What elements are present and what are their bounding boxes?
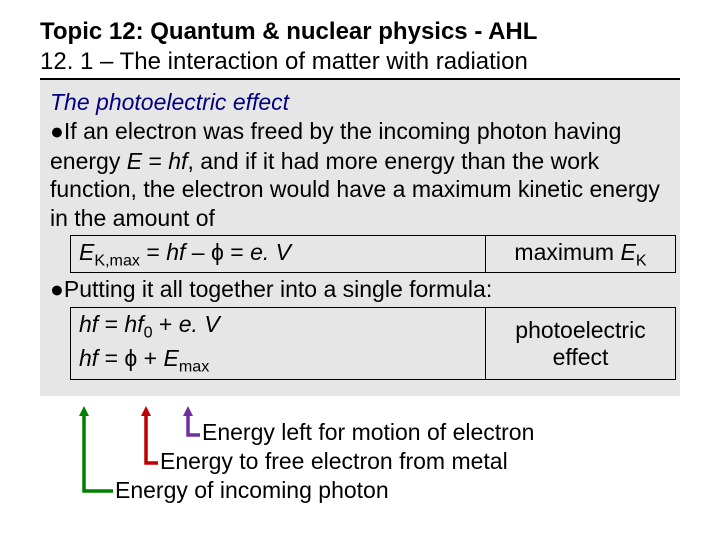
bullet-icon: ●	[50, 119, 64, 144]
paragraph-1: ●If an electron was freed by the incomin…	[50, 117, 670, 233]
annotation-1: Energy left for motion of electron	[202, 418, 534, 447]
annotation-3: Energy of incoming photon	[115, 476, 389, 505]
section-heading: The photoelectric effect	[50, 88, 670, 117]
formula-box-2: hf = hf0 + e. V hf = ϕ + Emax photoelect…	[70, 307, 676, 380]
formula-2-right: photoelectric effect	[485, 308, 675, 379]
bullet-icon: ●	[50, 277, 64, 302]
formula-1-left: EK,max = hf – ϕ = e. V	[71, 236, 485, 273]
formula-box-1: EK,max = hf – ϕ = e. V maximum EK	[70, 235, 676, 274]
page-title: Topic 12: Quantum & nuclear physics - AH…	[40, 18, 680, 46]
formula-1-right: maximum EK	[485, 236, 675, 273]
paragraph-2: ●Putting it all together into a single f…	[50, 275, 670, 305]
page-subtitle: 12. 1 – The interaction of matter with r…	[40, 48, 680, 80]
annotation-2: Energy to free electron from metal	[160, 447, 508, 476]
content-panel: The photoelectric effect ●If an electron…	[40, 80, 680, 396]
formula-2-left: hf = hf0 + e. V hf = ϕ + Emax	[71, 308, 485, 379]
